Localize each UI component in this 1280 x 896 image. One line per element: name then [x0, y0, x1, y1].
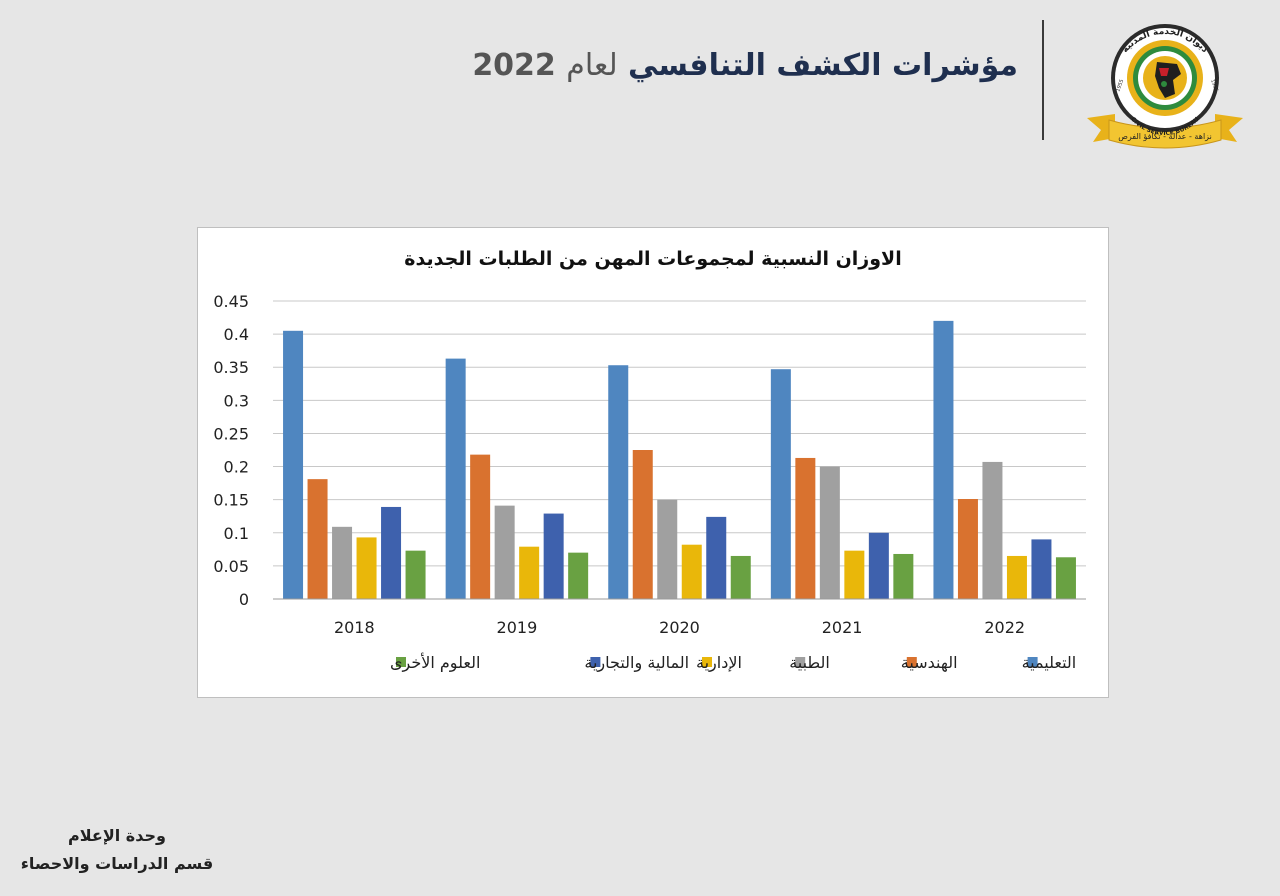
- bar-2018-series-6: [405, 550, 426, 599]
- bar-2018-series-1: [283, 330, 304, 599]
- civil-service-bureau-logo: نزاهة - عدالة - تكافؤ الفرص ديوان الخدمة…: [1087, 24, 1243, 149]
- bar-2019-series-1: [445, 358, 466, 599]
- y-tick-label: 0.2: [224, 458, 249, 477]
- logo-banner-text: نزاهة - عدالة - تكافؤ الفرص: [1118, 132, 1212, 141]
- bar-2020-series-5: [706, 516, 727, 599]
- logo-banner: [1087, 114, 1115, 142]
- legend-swatch: [795, 657, 806, 667]
- y-tick-label: 0.15: [213, 491, 249, 510]
- bar-chart: الاوزان النسبية لمجموعات المهن من الطلبا…: [213, 248, 1086, 673]
- bar-2021-series-1: [770, 369, 791, 599]
- bar-2018-series-4: [356, 537, 377, 599]
- chart-title: الاوزان النسبية لمجموعات المهن من الطلبا…: [404, 248, 901, 270]
- page-title: مؤشرات الكشف التنافسي لعام 2022: [472, 48, 1018, 83]
- chart-frame: الاوزان النسبية لمجموعات المهن من الطلبا…: [197, 227, 1109, 698]
- bar-2018-series-5: [381, 506, 402, 599]
- y-tick-label: 0.35: [213, 358, 249, 377]
- x-tick-label: 2022: [984, 618, 1025, 637]
- legend-label: الإدارية: [696, 653, 742, 673]
- bar-2022-series-5: [1031, 539, 1052, 599]
- footer-line-1: وحدة الإعلام: [68, 826, 166, 845]
- bar-2019-series-5: [543, 513, 564, 599]
- bar-2021-series-3: [819, 466, 840, 599]
- bar-2022-series-1: [933, 320, 954, 599]
- legend-label: الهندسية: [901, 653, 958, 673]
- y-tick-label: 0.05: [213, 557, 249, 576]
- bar-2022-series-2: [957, 499, 978, 599]
- page-title-main: مؤشرات الكشف التنافسي: [628, 48, 1018, 83]
- legend-label: الطبية: [789, 653, 830, 672]
- bar-2018-series-3: [332, 526, 353, 599]
- bar-2018-series-2: [307, 479, 328, 599]
- y-tick-label: 0.1: [224, 524, 249, 543]
- logo-est-right: 1955: [1209, 79, 1219, 93]
- bar-2021-series-4: [844, 550, 865, 599]
- legend-label: المالية والتجارية: [584, 653, 689, 673]
- bar-2019-series-6: [568, 552, 589, 599]
- x-tick-label: 2019: [497, 618, 538, 637]
- footer-line-2: قسم الدراسات والاحصاء: [20, 854, 214, 873]
- bar-2021-series-2: [795, 457, 816, 599]
- bar-2020-series-3: [657, 499, 678, 599]
- legend-swatch: [1027, 657, 1038, 667]
- x-tick-label: 2020: [659, 618, 700, 637]
- bar-2019-series-4: [519, 546, 540, 599]
- page-title-year: 2022: [472, 48, 556, 83]
- y-tick-label: 0.4: [224, 325, 249, 344]
- bar-2022-series-3: [982, 461, 1003, 599]
- y-tick-label: 0: [239, 590, 249, 609]
- y-tick-label: 0.25: [213, 424, 249, 443]
- bar-2021-series-6: [893, 553, 914, 599]
- legend-swatch: [702, 657, 712, 667]
- legend-label: العلوم الأخرى: [390, 652, 480, 673]
- bar-2020-series-4: [681, 544, 702, 599]
- legend-swatch: [906, 657, 917, 667]
- logo-est-left: 1955: [1115, 79, 1125, 93]
- legend-swatch: [396, 657, 406, 667]
- x-tick-label: 2021: [822, 618, 863, 637]
- bar-2019-series-2: [470, 454, 491, 599]
- bar-2022-series-6: [1055, 557, 1076, 599]
- bar-2020-series-1: [608, 365, 629, 599]
- page-title-mid: لعام: [566, 48, 618, 83]
- y-tick-label: 0.45: [213, 292, 249, 311]
- bar-2020-series-2: [632, 450, 653, 599]
- legend-label: التعليمية: [1022, 653, 1077, 672]
- bar-2019-series-3: [494, 505, 515, 599]
- y-tick-label: 0.3: [224, 391, 249, 410]
- header-divider: [1042, 20, 1044, 140]
- footer: وحدة الإعلام قسم الدراسات والاحصاء: [12, 822, 222, 878]
- x-tick-label: 2018: [334, 618, 375, 637]
- bar-2022-series-4: [1006, 555, 1027, 599]
- legend-swatch: [590, 657, 601, 667]
- bar-2021-series-5: [868, 532, 889, 599]
- bar-2020-series-6: [730, 555, 751, 599]
